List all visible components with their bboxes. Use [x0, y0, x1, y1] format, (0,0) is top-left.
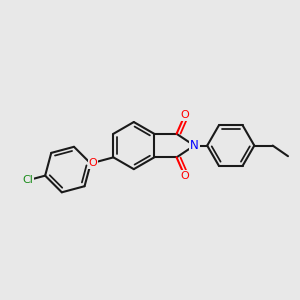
Text: Cl: Cl: [22, 175, 34, 185]
Text: O: O: [181, 171, 189, 181]
Text: N: N: [190, 139, 199, 152]
Text: O: O: [88, 158, 97, 168]
Text: O: O: [181, 110, 189, 120]
